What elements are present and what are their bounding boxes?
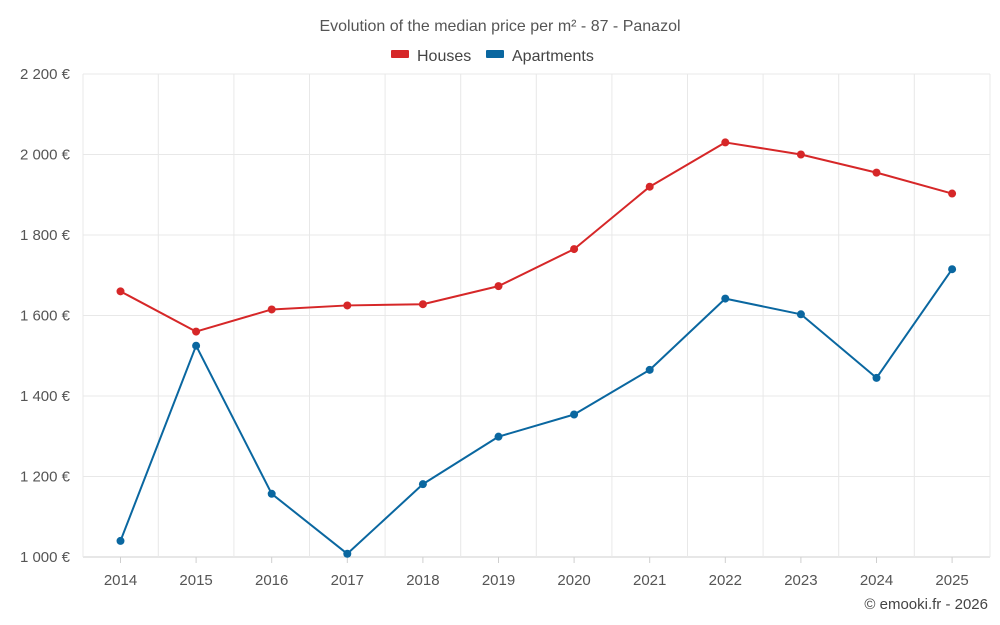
data-point-apartments[interactable] (267, 489, 276, 498)
data-point-houses[interactable] (948, 189, 957, 198)
x-tick-label: 2017 (331, 572, 364, 589)
x-tick-label: 2021 (633, 572, 666, 589)
y-tick-label: 2 200 € (20, 66, 71, 83)
y-tick-label: 1 800 € (20, 227, 71, 244)
x-gridlines (82, 74, 991, 557)
data-point-houses[interactable] (796, 150, 805, 159)
y-tick-label: 1 200 € (20, 469, 71, 486)
x-tick-label: 2020 (557, 572, 590, 589)
x-tick-label: 2015 (179, 572, 212, 589)
data-point-apartments[interactable] (494, 432, 503, 441)
y-tick-label: 1 400 € (20, 388, 71, 405)
data-point-apartments[interactable] (645, 365, 654, 374)
x-tick-label: 2016 (255, 572, 288, 589)
y-tick-label: 2 000 € (20, 147, 71, 164)
legend: Houses Apartments (391, 48, 594, 65)
data-point-houses[interactable] (192, 327, 201, 336)
data-point-houses[interactable] (116, 287, 125, 296)
legend-label-houses[interactable]: Houses (417, 48, 471, 65)
legend-swatch-apartments (486, 50, 504, 58)
data-point-houses[interactable] (418, 300, 427, 309)
y-tick-label: 1 600 € (20, 308, 71, 325)
data-point-apartments[interactable] (796, 310, 805, 319)
data-point-apartments[interactable] (872, 373, 881, 382)
series-points (116, 138, 957, 558)
x-tick-label: 2025 (935, 572, 968, 589)
data-point-houses[interactable] (645, 182, 654, 191)
chart-title: Evolution of the median price per m² - 8… (319, 18, 680, 35)
series-lines (119, 141, 953, 555)
x-axis-ticks: 2014 2015 2016 2017 2018 2019 2020 2021 2022 2023… (104, 557, 969, 589)
x-tick-label: 2022 (709, 572, 742, 589)
legend-label-apartments[interactable]: Apartments (512, 48, 594, 65)
data-point-houses[interactable] (267, 305, 276, 314)
data-point-houses[interactable] (494, 282, 503, 291)
data-point-apartments[interactable] (418, 480, 427, 489)
legend-swatch-houses (391, 50, 409, 58)
x-tick-label: 2019 (482, 572, 515, 589)
series-line-houses (120, 141, 953, 333)
x-tick-label: 2024 (860, 572, 893, 589)
x-tick-label: 2014 (104, 572, 137, 589)
data-point-apartments[interactable] (192, 341, 201, 350)
data-point-houses[interactable] (343, 301, 352, 310)
data-point-apartments[interactable] (948, 265, 957, 274)
y-axis-ticks: 1 000 € 1 200 € 1 400 € 1 600 € 1 800 € 2 000… (20, 66, 71, 566)
y-tick-label: 1 000 € (20, 549, 71, 566)
series-line-apartments (119, 268, 953, 555)
data-point-houses[interactable] (721, 138, 730, 147)
data-point-apartments[interactable] (570, 410, 579, 419)
data-point-apartments[interactable] (116, 536, 125, 545)
data-point-apartments[interactable] (343, 549, 352, 558)
credit-text: © emooki.fr - 2026 (864, 596, 988, 613)
x-tick-label: 2018 (406, 572, 439, 589)
data-point-houses[interactable] (872, 168, 881, 177)
x-tick-label: 2023 (784, 572, 817, 589)
data-point-apartments[interactable] (721, 294, 730, 303)
data-point-houses[interactable] (570, 245, 579, 254)
